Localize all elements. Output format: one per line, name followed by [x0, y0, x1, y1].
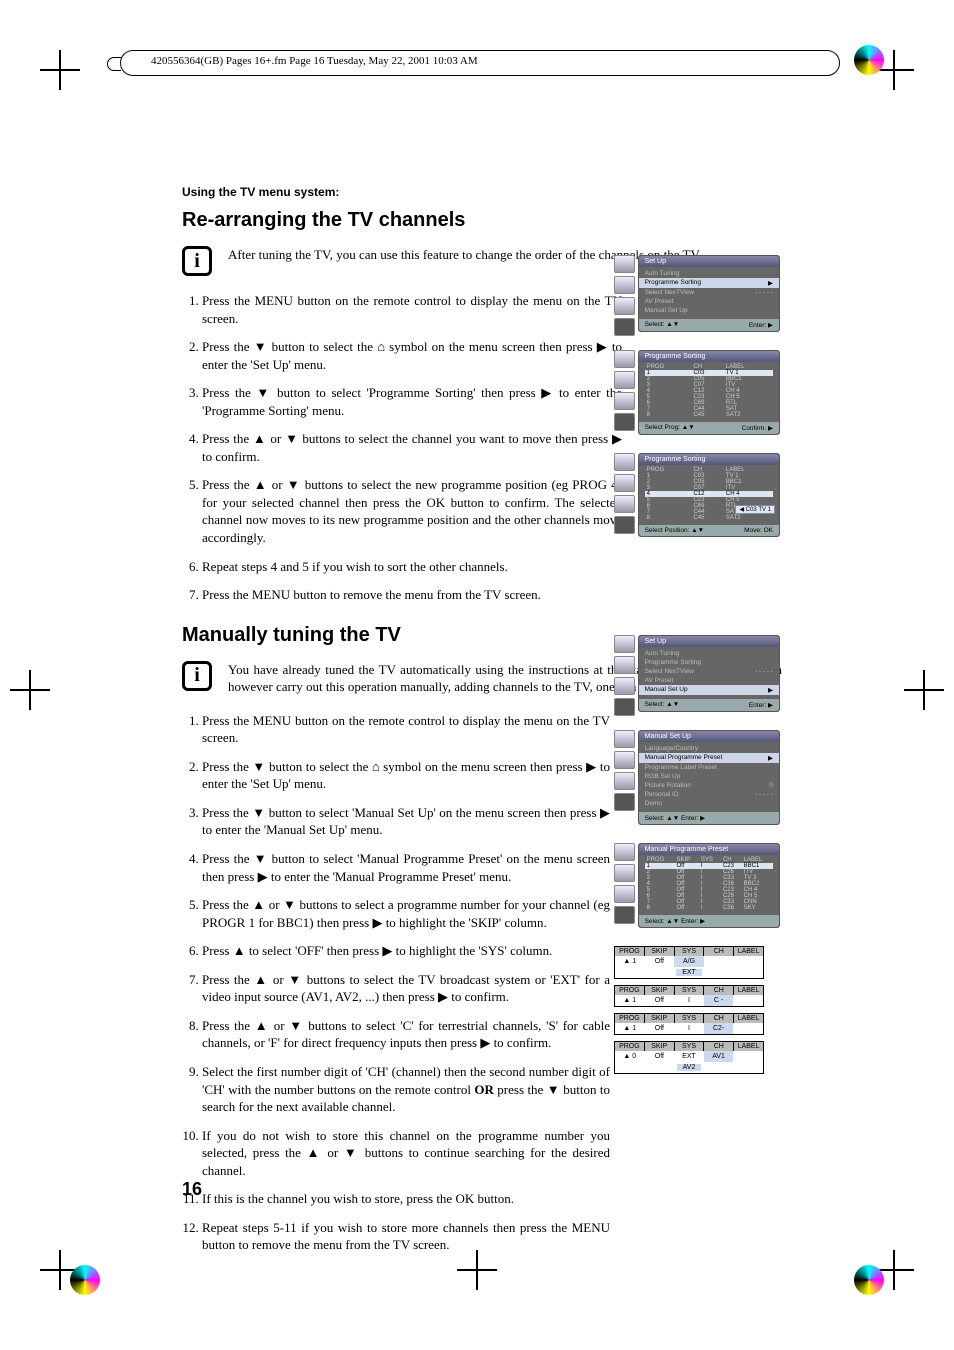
menu-title: Programme Sorting [639, 454, 779, 465]
menu-title: Set Up [639, 636, 779, 647]
step-item: Press the ▼ button to select 'Programme … [202, 384, 622, 419]
step-item: Press the MENU button to remove the menu… [202, 586, 622, 604]
file-header-text: 420556364(GB) Pages 16+.fm Page 16 Tuesd… [151, 55, 478, 67]
osd-menu: Manual Set Up Language/CountryManual Pro… [638, 730, 780, 825]
heading-rearranging: Re-arranging the TV channels [182, 209, 782, 232]
step-item: Press the ▼ button to select 'Manual Pro… [202, 850, 610, 885]
step-item: Press the ▲ or ▼ buttons to select the c… [202, 430, 622, 465]
menu-title: Manual Programme Preset [639, 844, 779, 855]
info-icon: i [182, 661, 212, 691]
step-item: Press the ▲ or ▼ buttons to select a pro… [202, 896, 610, 931]
info-icon: i [182, 246, 212, 276]
step-item: Press the ▼ button to select 'Manual Set… [202, 804, 610, 839]
section-label: Using the TV menu system: [182, 185, 782, 199]
menu-title: Programme Sorting [639, 351, 779, 362]
step-item: Press the ▼ button to select the ⌂ symbo… [202, 758, 610, 793]
step-item: If this is the channel you wish to store… [202, 1190, 610, 1208]
step-item: Select the first number digit of 'CH' (c… [202, 1063, 610, 1116]
osd-mini-row: PROGSKIPSYSCHLABEL▲ 0OffEXTAV1AV2 [614, 1041, 764, 1074]
step-item: Press the ▲ or ▼ buttons to select 'C' f… [202, 1017, 610, 1052]
step-item: Press the ▲ or ▼ buttons to select the T… [202, 971, 610, 1006]
osd-menu: Programme Sorting PROGCHLABEL1C03TV 12C0… [638, 350, 780, 435]
osd-mini-row: PROGSKIPSYSCHLABEL▲ 1OffA/GEXT [614, 946, 764, 979]
osd-menu: Manual Programme Preset PROGSKIPSYSCHLAB… [638, 843, 780, 928]
step-item: Press ▲ to select 'OFF' then press ▶ to … [202, 942, 610, 960]
file-header: 420556364(GB) Pages 16+.fm Page 16 Tuesd… [120, 50, 840, 76]
osd-menu: Programme Sorting PROGCHLABEL1C03TV 12C0… [638, 453, 780, 537]
step-item: Press the ▲ or ▼ buttons to select the n… [202, 476, 622, 546]
step-item: Press the MENU button on the remote cont… [202, 712, 610, 747]
menu-title: Set Up [639, 256, 779, 267]
step-item: Press the ▼ button to select the ⌂ symbo… [202, 338, 622, 373]
osd-mini-row: PROGSKIPSYSCHLABEL▲ 1OffIC2- [614, 1013, 764, 1035]
osd-mini-row: PROGSKIPSYSCHLABEL▲ 1OffIC - [614, 985, 764, 1007]
step-item: Press the MENU button on the remote cont… [202, 292, 622, 327]
step-item: Repeat steps 4 and 5 if you wish to sort… [202, 558, 622, 576]
osd-menu: Set Up Auto TuningProgramme Sorting▶Sele… [638, 255, 780, 332]
page-number: 16 [182, 1179, 202, 1200]
step-item: Repeat steps 5-11 if you wish to store m… [202, 1219, 610, 1254]
step-item: If you do not wish to store this channel… [202, 1127, 610, 1180]
menu-title: Manual Set Up [639, 731, 779, 742]
osd-menu: Set Up Auto TuningProgramme SortingSelec… [638, 635, 780, 712]
